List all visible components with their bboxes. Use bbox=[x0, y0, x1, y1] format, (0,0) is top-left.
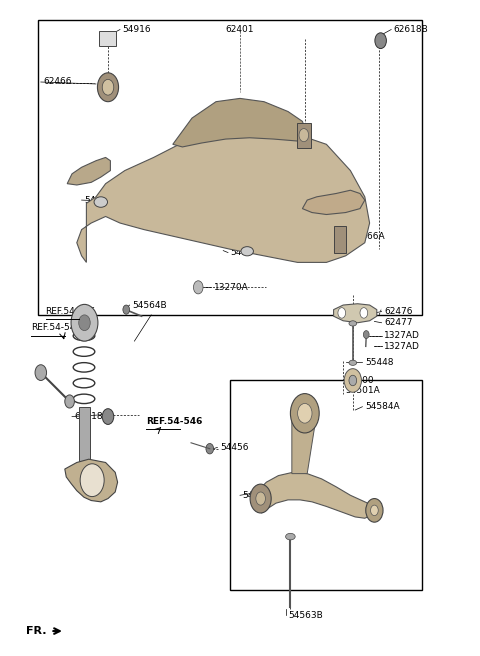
Circle shape bbox=[338, 308, 346, 318]
Circle shape bbox=[123, 305, 130, 314]
Circle shape bbox=[375, 33, 386, 49]
Text: 62466: 62466 bbox=[43, 77, 72, 87]
Ellipse shape bbox=[286, 533, 295, 540]
Text: 1327AD: 1327AD bbox=[384, 342, 420, 351]
Polygon shape bbox=[67, 157, 110, 185]
Circle shape bbox=[71, 304, 98, 341]
Ellipse shape bbox=[241, 247, 253, 256]
Text: 62618B: 62618B bbox=[394, 25, 428, 34]
Bar bbox=[79, 407, 90, 469]
Polygon shape bbox=[173, 98, 307, 147]
Polygon shape bbox=[77, 125, 370, 262]
Circle shape bbox=[256, 492, 265, 505]
Text: 62485: 62485 bbox=[276, 133, 304, 142]
Text: 55448: 55448 bbox=[365, 358, 393, 367]
Circle shape bbox=[35, 365, 47, 380]
Bar bbox=[99, 31, 116, 46]
Ellipse shape bbox=[349, 321, 357, 326]
Text: 54563B: 54563B bbox=[288, 611, 323, 620]
Polygon shape bbox=[65, 459, 118, 502]
Polygon shape bbox=[257, 472, 374, 518]
Text: 54456: 54456 bbox=[220, 443, 248, 452]
Text: FR.: FR. bbox=[26, 626, 47, 636]
Text: 54584A: 54584A bbox=[365, 402, 399, 411]
Text: 62401: 62401 bbox=[226, 25, 254, 34]
Circle shape bbox=[366, 499, 383, 522]
Text: 54916: 54916 bbox=[122, 25, 151, 34]
Bar bbox=[334, 226, 346, 253]
Polygon shape bbox=[302, 190, 365, 215]
Text: 54564B: 54564B bbox=[132, 300, 167, 310]
Bar bbox=[297, 123, 311, 148]
Text: 54500: 54500 bbox=[346, 376, 374, 385]
Text: 62477: 62477 bbox=[384, 318, 412, 327]
Text: REF.54-546: REF.54-546 bbox=[146, 417, 203, 426]
Polygon shape bbox=[334, 304, 377, 323]
Polygon shape bbox=[292, 413, 317, 474]
Text: 62466A: 62466A bbox=[350, 232, 385, 241]
Text: REF.54-545: REF.54-545 bbox=[31, 323, 81, 333]
Circle shape bbox=[97, 73, 119, 102]
Text: 54514: 54514 bbox=[84, 195, 112, 205]
Circle shape bbox=[299, 129, 309, 142]
Circle shape bbox=[80, 464, 104, 497]
Text: 54501A: 54501A bbox=[346, 386, 380, 395]
Text: 54514: 54514 bbox=[230, 248, 259, 257]
Text: 62618B: 62618B bbox=[74, 412, 109, 421]
Circle shape bbox=[349, 375, 357, 386]
Circle shape bbox=[363, 331, 369, 338]
Circle shape bbox=[79, 315, 90, 331]
Circle shape bbox=[206, 443, 214, 454]
Circle shape bbox=[102, 409, 114, 424]
Circle shape bbox=[102, 79, 114, 95]
Circle shape bbox=[298, 403, 312, 423]
Circle shape bbox=[193, 281, 203, 294]
Text: REF.54-546: REF.54-546 bbox=[46, 307, 96, 316]
Circle shape bbox=[290, 394, 319, 433]
Text: 62476: 62476 bbox=[384, 307, 412, 316]
Text: 13270A: 13270A bbox=[214, 283, 248, 292]
Circle shape bbox=[371, 505, 378, 516]
Ellipse shape bbox=[349, 360, 357, 365]
Circle shape bbox=[65, 395, 74, 408]
Circle shape bbox=[360, 308, 368, 318]
Circle shape bbox=[250, 484, 271, 513]
Circle shape bbox=[344, 369, 361, 392]
Text: 1327AD: 1327AD bbox=[384, 331, 420, 340]
Bar bbox=[230, 380, 422, 590]
Text: 54551D: 54551D bbox=[242, 491, 278, 500]
Ellipse shape bbox=[94, 197, 108, 207]
Bar bbox=[38, 20, 422, 315]
